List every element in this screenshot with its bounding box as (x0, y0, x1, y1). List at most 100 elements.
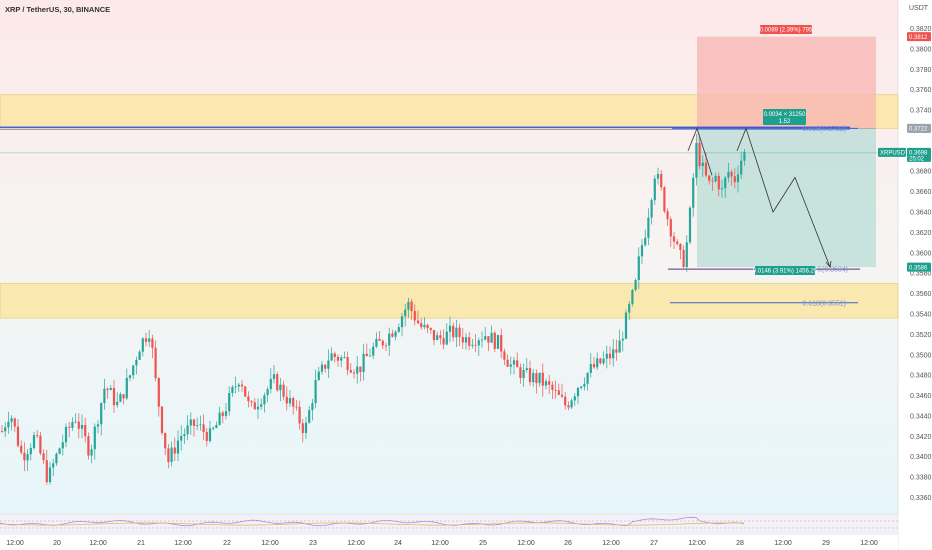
candle-body-11 (36, 435, 39, 436)
candle-body-10 (32, 435, 36, 448)
candle-body-207 (663, 187, 666, 212)
candle-body-161 (516, 360, 519, 368)
target-box (755, 266, 815, 275)
candle-body-170 (544, 381, 548, 386)
chart-title: XRP / TetherUS, 30, BINANCE (5, 5, 110, 14)
candle-body-159 (509, 364, 512, 367)
price-tick-23: 0.3360 (910, 495, 932, 502)
candle-body-6 (20, 445, 23, 453)
candle-body-140 (448, 325, 452, 332)
candle-body-145 (464, 337, 468, 343)
candle-body-25 (80, 424, 84, 429)
candle-body-59 (189, 419, 192, 426)
candle-body-66 (212, 428, 215, 429)
indicator-pane (0, 514, 898, 535)
time-tick-5: 22 (223, 540, 231, 547)
candle-body-92 (295, 406, 298, 408)
candle-body-77 (247, 396, 250, 402)
projection-path[interactable] (687, 127, 832, 269)
candle-body-110 (352, 372, 356, 374)
price-tick-1: 0.3800 (910, 46, 932, 53)
candle-body-150 (480, 339, 484, 341)
time-tick-2: 12:00 (89, 540, 107, 547)
time-tick-14: 12:00 (602, 540, 620, 547)
candle-body-73 (234, 386, 237, 388)
candle-body-103 (330, 353, 333, 361)
price-tick-17: 0.3480 (910, 373, 932, 380)
target-price-tag-bg (907, 262, 931, 272)
candle-body-216 (692, 177, 695, 208)
candle-body-229 (733, 176, 736, 183)
short-position-tool[interactable] (697, 36, 876, 268)
candle-body-185 (592, 363, 596, 368)
time-axis-background (0, 535, 898, 550)
candle-body-165 (528, 368, 532, 383)
candle-body-33 (106, 388, 109, 390)
time-tick-17: 28 (736, 540, 744, 547)
time-tick-4: 12:00 (174, 540, 192, 547)
time-tick-3: 21 (137, 540, 145, 547)
candle-body-65 (208, 428, 212, 442)
candle-body-100 (320, 364, 324, 372)
candle-body-211 (676, 241, 679, 244)
candle-body-50 (160, 406, 164, 433)
candle-body-231 (740, 160, 743, 175)
candle-body-187 (599, 358, 602, 364)
fib-label-1: 0.5(0.3584) (812, 267, 848, 274)
candle-body-204 (653, 178, 656, 201)
candle-body-197 (631, 290, 634, 305)
candle-body-230 (736, 174, 740, 183)
candle-body-84 (269, 378, 272, 390)
candles (0, 134, 746, 485)
candle-body-190 (608, 353, 612, 359)
candle-body-47 (151, 338, 154, 348)
price-tick-19: 0.3440 (910, 413, 932, 420)
candle-body-90 (288, 398, 292, 404)
candle-body-129 (413, 311, 416, 321)
price-tick-20: 0.3420 (910, 434, 932, 441)
candle-body-119 (381, 340, 384, 346)
price-tick-15: 0.3520 (910, 332, 932, 339)
candle-body-34 (109, 387, 112, 390)
candle-body-179 (573, 396, 576, 401)
candle-body-193 (618, 340, 621, 353)
candle-body-69 (221, 412, 224, 416)
axis-currency: USDT (909, 5, 929, 12)
price-tick-18: 0.3460 (910, 393, 932, 400)
candle-body-101 (324, 364, 327, 369)
candle-body-128 (410, 301, 413, 312)
candle-body-29 (93, 426, 96, 450)
candle-body-124 (397, 327, 400, 332)
rsi-indicator (0, 516, 898, 529)
candle-body-24 (77, 421, 80, 429)
candle-body-63 (202, 424, 205, 433)
candle-body-221 (708, 175, 711, 181)
time-tick-11: 25 (479, 540, 487, 547)
candle-body-160 (512, 360, 516, 365)
candle-body-166 (532, 373, 535, 383)
candle-body-144 (461, 337, 464, 343)
stop-box-text: 0.0089 (2.39%) 795 (760, 28, 813, 34)
candle-body-116 (372, 346, 375, 356)
fib-label-0: 0.618(0.3722) (802, 126, 846, 133)
candle-body-51 (164, 432, 167, 449)
price-tick-13: 0.3560 (910, 291, 932, 298)
candle-body-192 (615, 349, 618, 353)
time-tick-20: 12:00 (860, 540, 878, 547)
candle-body-142 (455, 327, 458, 338)
candle-body-55 (176, 440, 180, 454)
candle-body-57 (183, 434, 186, 437)
candle-body-118 (378, 338, 381, 341)
candle-body-40 (128, 375, 132, 378)
candle-body-96 (308, 410, 311, 423)
price-tick-3: 0.3760 (910, 87, 932, 94)
candle-body-222 (711, 180, 714, 182)
candle-body-86 (276, 374, 279, 391)
candle-body-201 (644, 237, 647, 246)
time-tick-16: 12:00 (688, 540, 706, 547)
candle-body-136 (436, 335, 439, 341)
price-tick-12: 0.3580 (910, 271, 932, 278)
